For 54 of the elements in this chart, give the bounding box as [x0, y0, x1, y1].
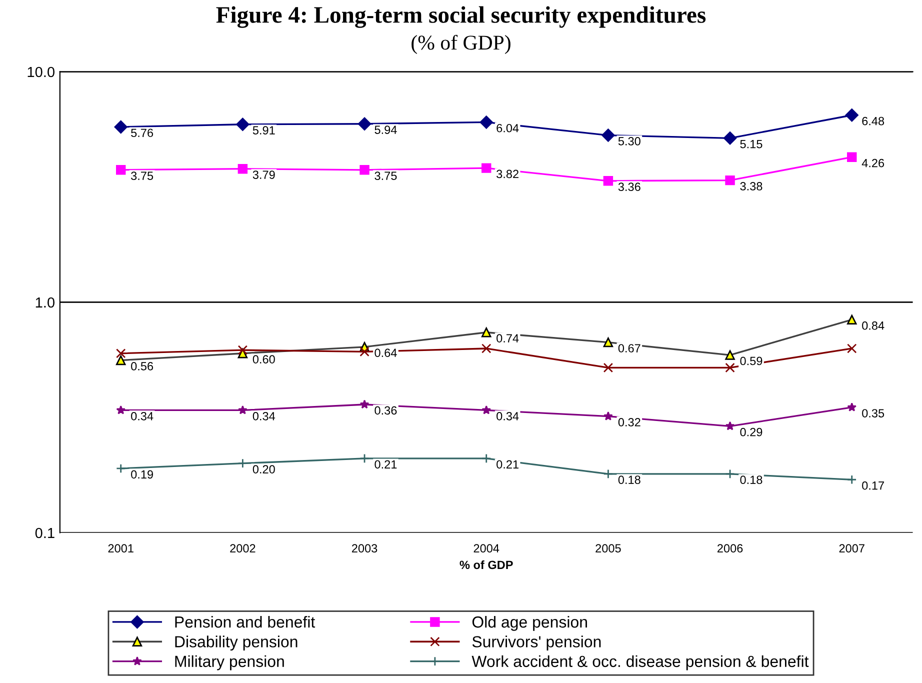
x-axis-title: % of GDP: [460, 560, 513, 570]
x-tick-label: 2001: [108, 544, 134, 553]
y-tick-label: 0.1: [35, 528, 54, 538]
data-label: 0.19: [131, 470, 153, 479]
x-tick-label: 2007: [839, 544, 864, 553]
data-label: 5.94: [374, 126, 397, 134]
x-tick-label: 2006: [717, 544, 743, 553]
chart-title: Figure 4: Long-term social security expenditures: [216, 6, 706, 28]
y-tick-label: 1.0: [36, 297, 54, 308]
data-label: 4.26: [862, 158, 884, 168]
legend-label: Pension and benefit: [175, 616, 316, 628]
data-label: 0.21: [374, 460, 397, 469]
x-tick-label: 2003: [352, 544, 378, 553]
data-label: 0.36: [374, 406, 397, 415]
x-tick-label: 2005: [596, 544, 621, 553]
data-label: 0.84: [862, 321, 884, 330]
legend-label: Military pension: [175, 655, 284, 670]
data-label: 5.15: [740, 140, 762, 148]
legend-label: Old age pension: [472, 616, 587, 631]
data-label: 3.79: [252, 170, 275, 179]
legend-label: Survivors' pension: [472, 636, 601, 651]
data-label: 3.36: [618, 182, 640, 192]
data-label: 0.67: [618, 344, 640, 352]
data-label: 3.38: [740, 182, 762, 190]
y-tick-label: 10.0: [28, 66, 54, 78]
data-label: 0.74: [496, 334, 519, 342]
legend-label: Disability pension: [175, 636, 298, 651]
data-label: 0.34: [252, 412, 276, 420]
data-label: 3.75: [374, 172, 397, 180]
chart-subtitle: (% of GDP): [412, 34, 510, 54]
data-label: 0.20: [252, 465, 275, 474]
data-label: 3.75: [131, 172, 154, 180]
data-label: 3.82: [496, 170, 518, 178]
data-label: 0.34: [131, 412, 154, 420]
data-label: 0.29: [740, 428, 762, 436]
data-label: 6.48: [862, 116, 884, 126]
data-label: 0.32: [618, 418, 640, 426]
x-tick-label: 2004: [474, 544, 500, 553]
data-label: 0.18: [740, 476, 762, 484]
data-label: 0.21: [496, 460, 518, 469]
legend-label: Work accident & occ. disease pension & benefit: [472, 655, 809, 670]
data-label: 0.35: [862, 409, 884, 418]
data-label: 5.76: [131, 128, 154, 138]
data-label: 0.59: [740, 356, 762, 366]
data-label: 0.34: [496, 412, 519, 420]
data-label: 0.17: [862, 481, 884, 490]
data-label: 0.64: [374, 348, 397, 358]
data-label: 0.18: [618, 476, 640, 484]
x-tick-label: 2002: [230, 544, 256, 553]
data-label: 0.60: [252, 355, 275, 364]
data-label: 5.30: [618, 137, 640, 146]
data-label: 5.91: [252, 126, 275, 134]
data-label: 6.04: [496, 124, 519, 132]
data-label: 0.56: [131, 362, 154, 370]
